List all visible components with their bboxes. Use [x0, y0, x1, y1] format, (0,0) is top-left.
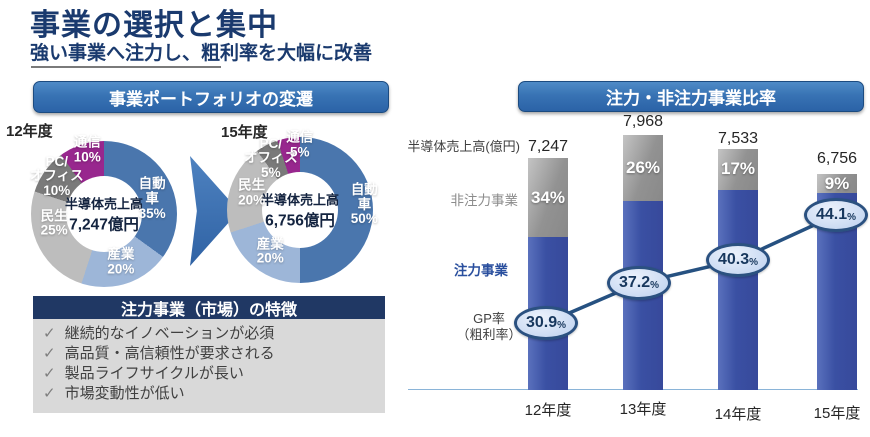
- page-title: 事業の選択と集中: [30, 9, 278, 42]
- gp-value-badge: 44.1%: [804, 198, 868, 232]
- gp-unit: %: [847, 211, 857, 223]
- y-axis-label: 半導体売上高(億円): [407, 139, 520, 154]
- check-icon: ✓: [43, 365, 56, 382]
- feature-item: ✓ 継続的なイノベーションが必須: [43, 324, 373, 344]
- features-body: ✓ 継続的なイノベーションが必須 ✓ 高品質・高信頼性が要求される ✓ 製品ライフサイクル…: [33, 319, 385, 413]
- donut-chart-fy12: 半導体売上高 7,247億円 自動車 35% 産業 20% 民生 25% PC/ オフ…: [29, 135, 177, 287]
- series-label-focus: 注力事業: [454, 263, 508, 278]
- nonfocus-pct-label: 9%: [824, 173, 850, 193]
- category-label: 14年度: [714, 406, 762, 423]
- bar-nonfocus-segment: 17%: [718, 148, 758, 190]
- gp-unit: %: [557, 319, 567, 331]
- donut-hole: [262, 172, 338, 248]
- category-label: 13年度: [619, 401, 667, 418]
- gp-value-badge: 40.3%: [706, 243, 770, 277]
- bar-nonfocus-segment: 26%: [623, 135, 663, 202]
- bar-total-label: 7,247: [527, 138, 569, 155]
- features-header: 注力事業（市場）の特徴: [33, 296, 385, 319]
- donut-segment-label: 自動車 35%: [138, 176, 166, 221]
- check-icon: ✓: [43, 385, 56, 402]
- check-icon: ✓: [43, 345, 56, 362]
- donut-segment-label: 民生 25%: [40, 208, 68, 238]
- donut-segment-label: 産業 20%: [107, 246, 135, 277]
- donut-segment-label: 民生 20%: [238, 177, 266, 208]
- gp-line: [545, 213, 837, 325]
- page-subtitle: 強い事業へ注力し、粗利率を大幅に改善: [30, 43, 373, 64]
- features-box: 注力事業（市場）の特徴 ✓ 継続的なイノベーションが必須 ✓ 高品質・高信頼性が要求さ…: [33, 296, 385, 413]
- gp-value: 37.2: [618, 274, 651, 291]
- bar-total-label: 7,968: [622, 113, 664, 130]
- portfolio-header: 事業ポートフォリオの変遷: [33, 81, 389, 113]
- donut-segment-label: 通信 5%: [286, 129, 314, 160]
- ratio-header: 注力・非注力事業比率: [518, 81, 864, 112]
- feature-item-text: 製品ライフサイクルが長い: [64, 365, 244, 382]
- nonfocus-pct-label: 26%: [625, 158, 661, 178]
- feature-item: ✓ 高品質・高信頼性が要求される: [43, 344, 373, 364]
- features-list: ✓ 継続的なイノベーションが必須 ✓ 高品質・高信頼性が要求される ✓ 製品ライフサイクル…: [43, 324, 373, 404]
- gp-rate-label: GP率 （粗利率）: [456, 311, 522, 343]
- bar-focus-segment: [718, 189, 758, 390]
- bar-total-label: 7,533: [717, 130, 759, 147]
- gp-value-badge: 37.2%: [607, 266, 671, 300]
- donut-segment-label: PC/ オフィス 5%: [243, 135, 298, 180]
- gp-value: 44.1: [815, 206, 848, 223]
- gp-unit: %: [650, 279, 660, 291]
- donut-center-label: 半導体売上高 7,247億円: [64, 196, 144, 234]
- nonfocus-pct-label: 34%: [530, 187, 566, 207]
- donut-hole: [66, 176, 142, 252]
- bar-total-label: 6,756: [816, 150, 858, 167]
- donut-year-label-fy12: 12年度: [6, 123, 53, 140]
- gp-value: 40.3: [717, 251, 750, 268]
- nonfocus-pct-label: 17%: [720, 159, 756, 179]
- donut-year-label-fy15: 15年度: [221, 124, 268, 141]
- series-label-nonfocus: 非注力事業: [450, 193, 519, 208]
- gp-unit: %: [749, 256, 759, 268]
- check-icon: ✓: [43, 325, 56, 342]
- feature-item-text: 市場変動性が低い: [64, 385, 185, 402]
- feature-item: ✓ 市場変動性が低い: [43, 384, 373, 404]
- ratio-bar-chart: 半導体売上高(億円) 非注力事業 注力事業 GP率 （粗利率） 34% 7,247…: [407, 100, 870, 437]
- category-label: 15年度: [813, 405, 861, 422]
- feature-item: ✓ 製品ライフサイクルが長い: [43, 364, 373, 384]
- title-underline: [31, 66, 221, 68]
- category-label: 12年度: [524, 402, 572, 419]
- feature-item-text: 高品質・高信頼性が要求される: [64, 345, 275, 362]
- gp-value: 30.9: [525, 314, 558, 331]
- donut-segment-label: 産業 20%: [256, 236, 284, 266]
- donut-segment-label: PC/ オフィス 10%: [29, 153, 84, 198]
- bar-nonfocus-segment: 9%: [817, 173, 857, 194]
- gp-value-badge: 30.9%: [514, 306, 578, 340]
- donut-center-label: 半導体売上高 6,756億円: [260, 192, 340, 230]
- donut-segment-label: 通信 10%: [73, 134, 101, 165]
- bar-nonfocus-segment: 34%: [528, 158, 568, 237]
- donut-chart-fy15: 半導体売上高 6,756億円 自動車 50% 産業 20% 民生 20% PC/ オフ…: [227, 130, 378, 283]
- donut-segment-label: 自動車 50%: [350, 182, 378, 227]
- feature-item-text: 継続的なイノベーションが必須: [64, 325, 275, 342]
